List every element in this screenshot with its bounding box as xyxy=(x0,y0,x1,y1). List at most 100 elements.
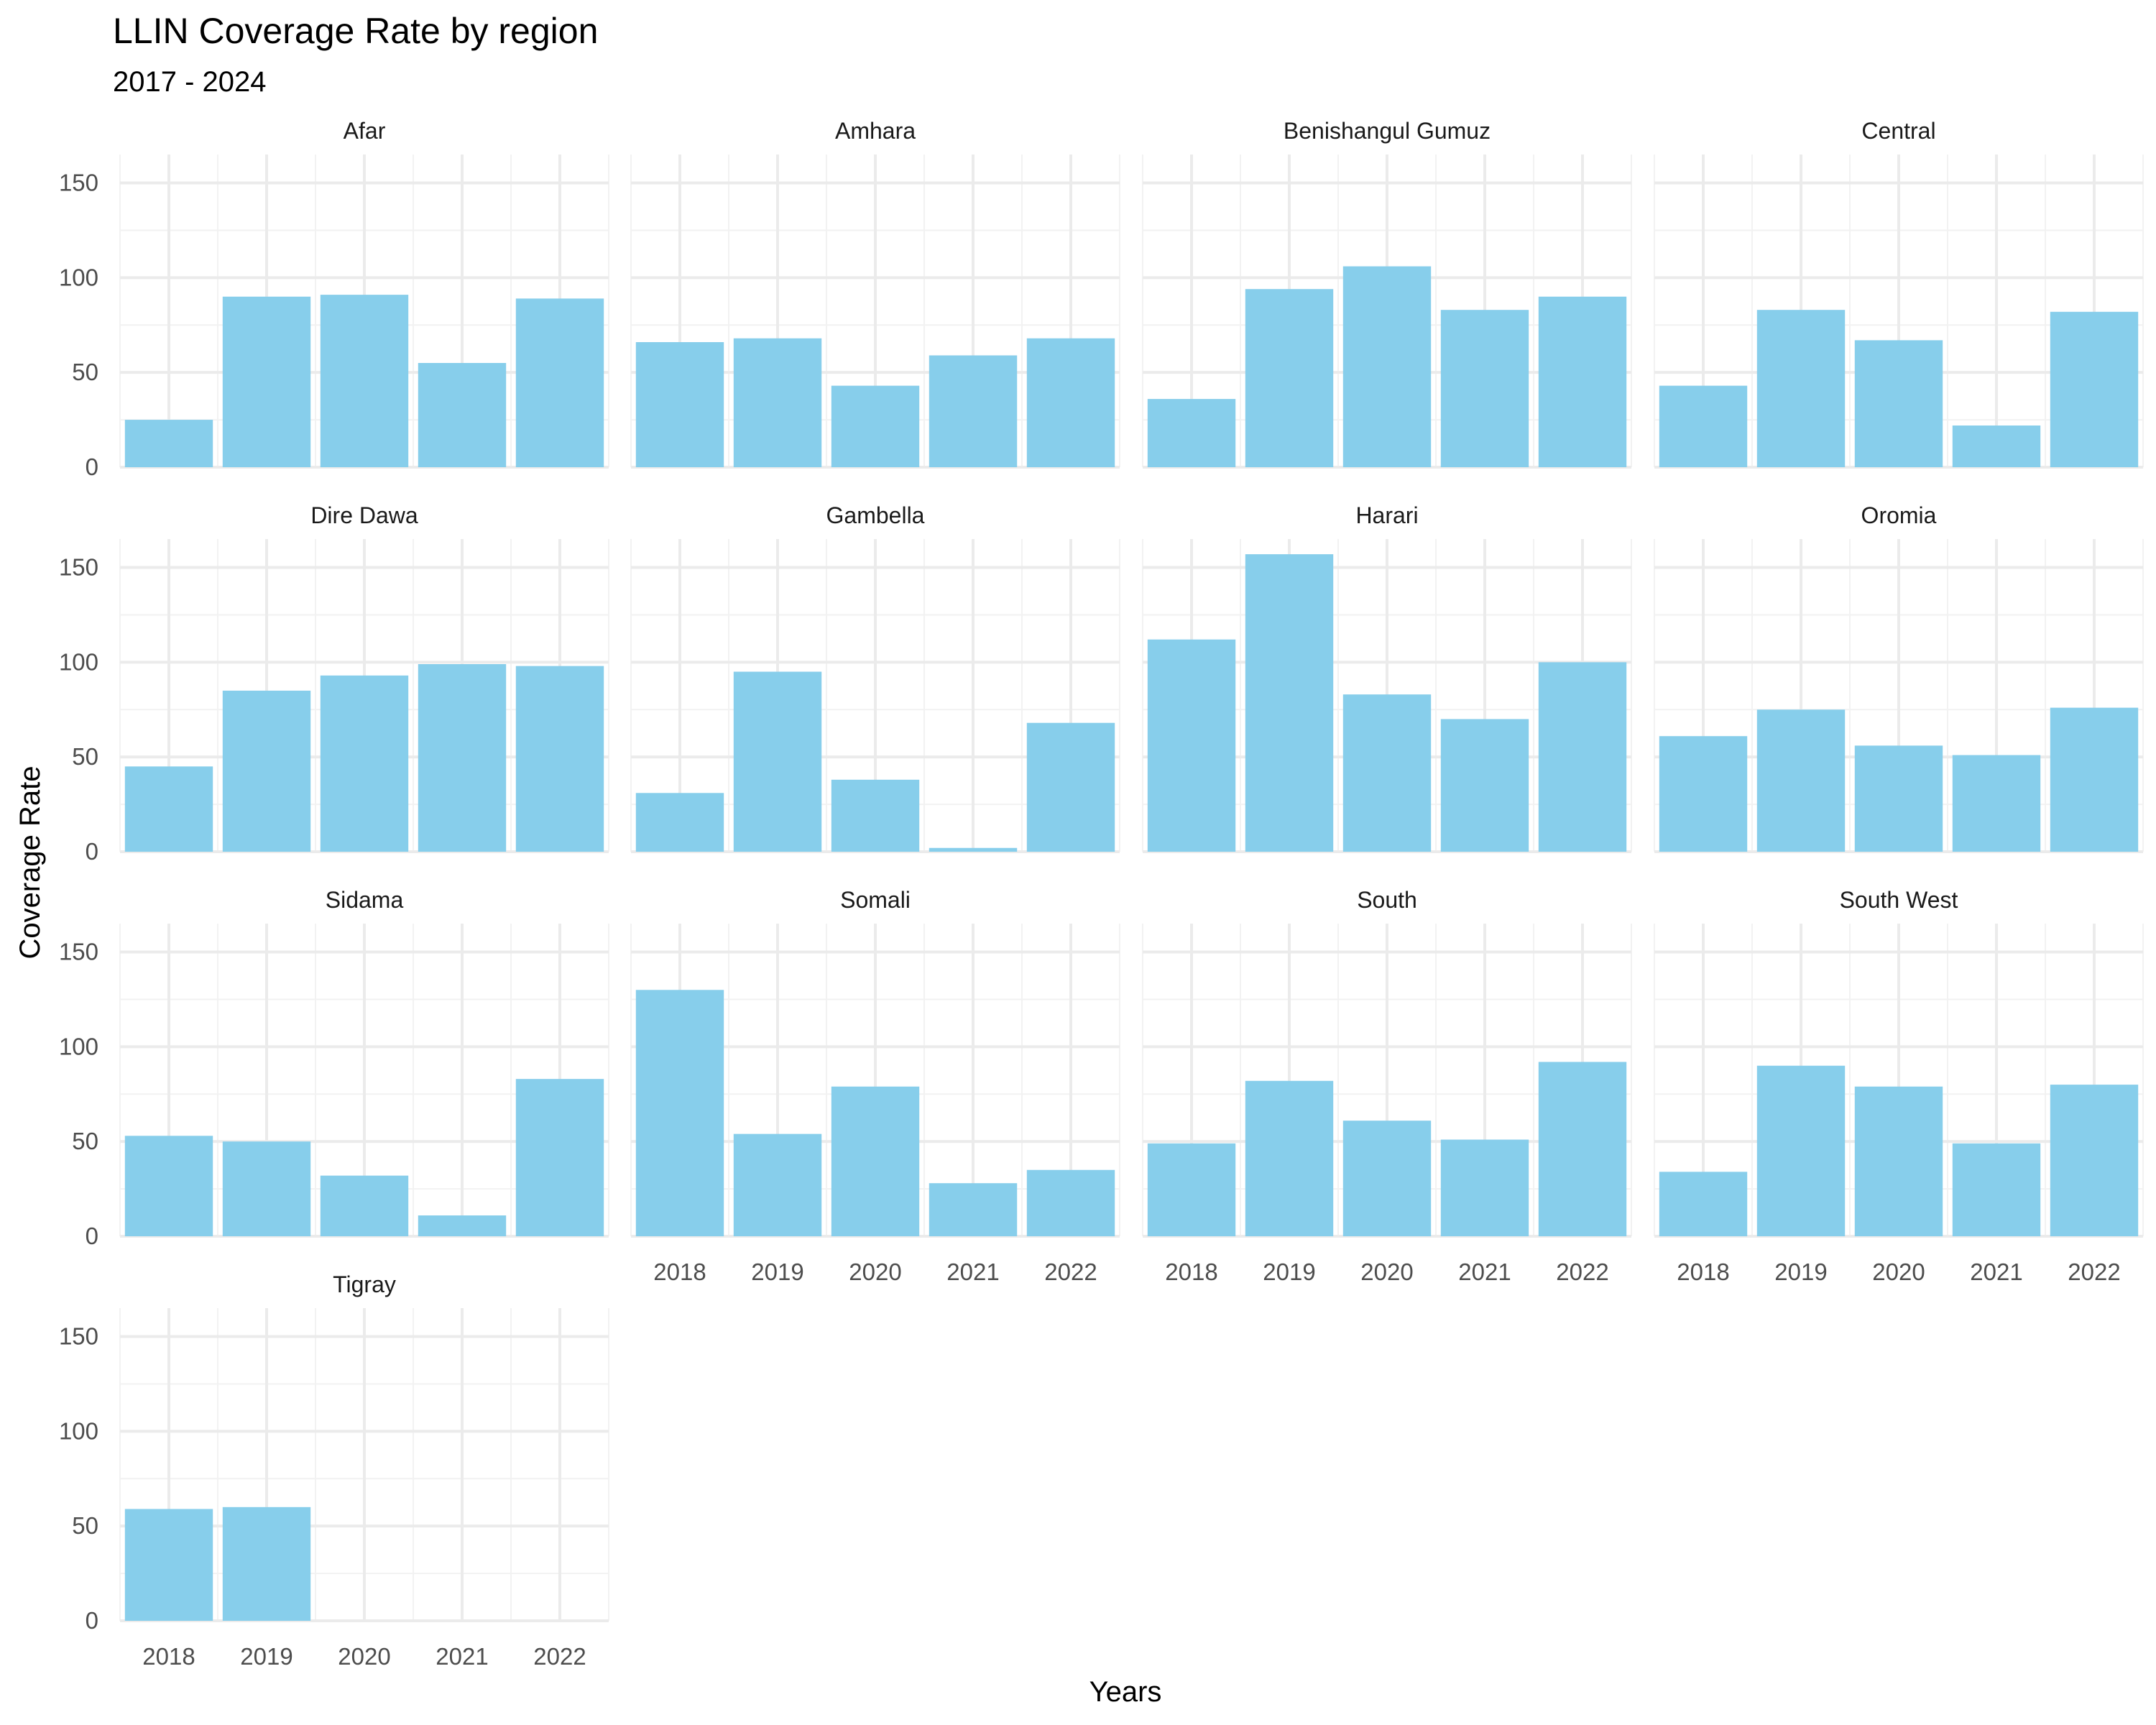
bar-benishangul-gumuz-2018 xyxy=(1147,399,1236,467)
x-tick-label: 2018 xyxy=(142,1643,195,1670)
bar-harari-2022 xyxy=(1538,662,1627,852)
facet-south-west: South West 2018 2019 2020 2021 2022 xyxy=(1654,887,2144,1285)
bar-amhara-2021 xyxy=(929,355,1018,467)
bar-gambella-2019 xyxy=(733,671,822,852)
bar-south-2021 xyxy=(1440,1139,1529,1236)
x-tick-label: 2018 xyxy=(653,1259,706,1285)
facet-label: Harari xyxy=(1355,502,1418,528)
facet-benishangul-gumuz: Benishangul Gumuz xyxy=(1142,118,1632,469)
y-tick-label: 50 xyxy=(72,359,98,385)
bar-afar-2020 xyxy=(320,295,409,467)
y-tick-label: 150 xyxy=(59,170,98,196)
x-tick-label: 2021 xyxy=(1458,1259,1511,1285)
bar-oromia-2022 xyxy=(2050,707,2139,852)
bar-south-west-2019 xyxy=(1756,1065,1846,1236)
facet-label: Oromia xyxy=(1861,502,1937,528)
bar-south-2022 xyxy=(1538,1062,1627,1236)
bar-sidama-2018 xyxy=(124,1136,213,1236)
x-tick-label: 2020 xyxy=(1360,1259,1413,1285)
x-tick-label: 2022 xyxy=(533,1643,586,1670)
bar-sidama-2022 xyxy=(515,1079,604,1236)
facet-label: Amhara xyxy=(835,118,916,144)
y-tick-label: 0 xyxy=(86,1607,98,1634)
facet-label: Tigray xyxy=(333,1271,396,1297)
chart-subtitle: 2017 - 2024 xyxy=(113,66,267,98)
x-tick-label: 2022 xyxy=(1044,1259,1097,1285)
bar-oromia-2019 xyxy=(1756,709,1846,852)
facet-label: South West xyxy=(1840,887,1958,913)
y-tick-label: 0 xyxy=(86,454,98,480)
facet-label: Benishangul Gumuz xyxy=(1284,118,1491,144)
bar-harari-2019 xyxy=(1245,554,1334,852)
x-tick-label: 2020 xyxy=(338,1643,390,1670)
facet-amhara: Amhara xyxy=(630,118,1120,469)
bar-central-2022 xyxy=(2050,311,2139,467)
facet-tigray: Tigray 0 50 100 150 2018 2019 2020 2021 2022 xyxy=(59,1271,609,1670)
facet-harari: Harari xyxy=(1142,502,1632,853)
bar-amhara-2020 xyxy=(831,385,920,467)
bar-gambella-2021 xyxy=(929,847,1018,852)
bar-afar-2022 xyxy=(515,298,604,467)
bar-afar-2021 xyxy=(418,363,507,467)
bar-somali-2020 xyxy=(831,1086,920,1236)
x-tick-label: 2019 xyxy=(1774,1259,1827,1285)
x-tick-label: 2021 xyxy=(1970,1259,2022,1285)
bar-south-2019 xyxy=(1245,1080,1334,1236)
y-tick-label: 0 xyxy=(86,1223,98,1249)
bar-afar-2018 xyxy=(124,420,213,467)
x-tick-label: 2021 xyxy=(436,1643,488,1670)
x-tick-label: 2018 xyxy=(1677,1259,1729,1285)
bar-harari-2020 xyxy=(1342,694,1432,852)
facet-label: Somali xyxy=(840,887,911,913)
facet-somali: Somali 2018 2019 2020 2021 2022 xyxy=(630,887,1120,1285)
facet-panels: Afar 0 50 100 150 Amhara Benishangul Gumuz Cent… xyxy=(59,118,2144,1670)
x-tick-label: 2019 xyxy=(240,1643,292,1670)
bar-somali-2021 xyxy=(929,1183,1018,1236)
bar-central-2020 xyxy=(1854,340,1943,467)
facet-dire-dawa: Dire Dawa 0 50 100 150 xyxy=(59,502,609,865)
bar-dire-dawa-2019 xyxy=(222,690,311,852)
y-tick-label: 150 xyxy=(59,939,98,965)
bar-somali-2022 xyxy=(1026,1169,1115,1236)
x-tick-label: 2022 xyxy=(2068,1259,2120,1285)
bar-south-west-2021 xyxy=(1952,1143,2041,1236)
bar-central-2018 xyxy=(1659,385,1748,467)
bar-dire-dawa-2022 xyxy=(515,666,604,852)
bar-benishangul-gumuz-2020 xyxy=(1342,266,1432,467)
x-tick-label: 2018 xyxy=(1165,1259,1217,1285)
facet-label: South xyxy=(1357,887,1417,913)
bar-amhara-2018 xyxy=(635,342,724,467)
bar-central-2021 xyxy=(1952,426,2041,467)
y-tick-label: 0 xyxy=(86,838,98,865)
facet-label: Afar xyxy=(344,118,386,144)
x-tick-label: 2022 xyxy=(1556,1259,1608,1285)
bar-somali-2019 xyxy=(733,1133,822,1236)
y-tick-label: 50 xyxy=(72,1512,98,1539)
bar-amhara-2022 xyxy=(1026,338,1115,467)
facet-gambella: Gambella xyxy=(630,502,1120,853)
bar-sidama-2021 xyxy=(418,1215,507,1236)
chart-title: LLIN Coverage Rate by region xyxy=(113,11,598,51)
y-tick-label: 100 xyxy=(59,1033,98,1059)
x-axis-title: Years xyxy=(1089,1676,1162,1708)
y-tick-label: 100 xyxy=(59,264,98,290)
bar-harari-2018 xyxy=(1147,639,1236,852)
bar-benishangul-gumuz-2022 xyxy=(1538,296,1627,467)
bar-south-west-2018 xyxy=(1659,1172,1748,1236)
facet-label: Dire Dawa xyxy=(310,502,418,528)
facet-south: South 2018 2019 2020 2021 2022 xyxy=(1142,887,1632,1285)
bar-oromia-2021 xyxy=(1952,755,2041,852)
facet-central: Central xyxy=(1654,118,2144,469)
bar-central-2019 xyxy=(1756,310,1846,467)
facet-label: Gambella xyxy=(826,502,925,528)
bar-gambella-2018 xyxy=(635,793,724,852)
bar-harari-2021 xyxy=(1440,719,1529,852)
x-tick-label: 2020 xyxy=(1872,1259,1925,1285)
bar-sidama-2019 xyxy=(222,1141,311,1236)
bar-dire-dawa-2018 xyxy=(124,766,213,852)
y-tick-label: 50 xyxy=(72,743,98,770)
bar-tigray-2019 xyxy=(222,1506,311,1621)
facet-label: Sidama xyxy=(326,887,404,913)
bar-south-2018 xyxy=(1147,1143,1236,1236)
